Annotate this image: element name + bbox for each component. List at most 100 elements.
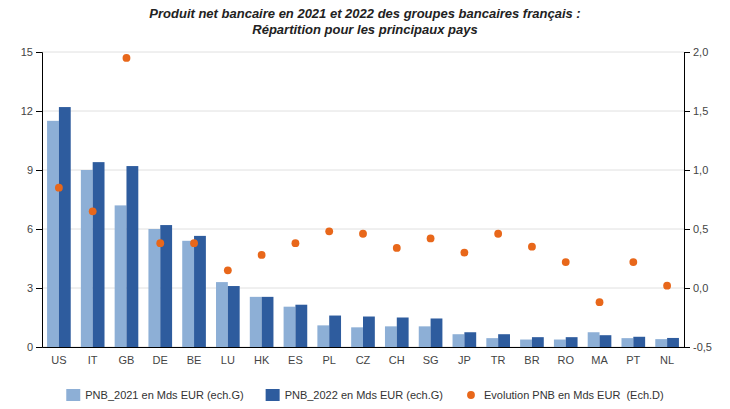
bar [329, 316, 341, 347]
bar [317, 325, 329, 347]
tick: 9 [27, 164, 42, 176]
bar [182, 241, 194, 347]
legend-item: Evolution PNB en Mds EUR (Ech.D) [467, 389, 664, 401]
point [156, 239, 164, 247]
point [629, 258, 637, 266]
bar [566, 337, 578, 347]
tick: -0,5 [684, 341, 712, 353]
y2-axis: -0,50,00,51,01,52,0 [684, 46, 712, 353]
tick-label: CZ [356, 354, 371, 366]
legend-label: Evolution PNB en Mds EUR (Ech.D) [484, 389, 664, 401]
y-axis: 0 3 6 9 12 15 [21, 46, 43, 353]
tick: 1,5 [684, 105, 708, 117]
grid [42, 52, 684, 347]
tick: CZ [356, 354, 371, 366]
marks [47, 54, 679, 347]
tick-mark [36, 347, 42, 348]
x-axis: USITGBDEBELUHKESPLCZCHSGJPTRBRROMAPTNL [43, 348, 685, 366]
bar [532, 337, 544, 347]
bar [216, 282, 228, 347]
bar [126, 166, 138, 347]
tick-label: MA [591, 354, 608, 366]
point [359, 230, 367, 238]
bar [81, 170, 93, 347]
bar [194, 236, 206, 347]
bar [148, 229, 160, 347]
axis-domain [43, 347, 685, 348]
tick: HK [254, 354, 270, 366]
title-line: Produit net bancaire en 2021 et 2022 des… [149, 6, 580, 21]
bar [464, 332, 476, 347]
bar [115, 205, 127, 347]
bar [453, 334, 465, 347]
bar [419, 326, 431, 347]
tick: SG [423, 354, 439, 366]
bar [385, 326, 397, 347]
tick: US [51, 354, 66, 366]
tick-label: BE [187, 354, 202, 366]
bar [351, 327, 363, 347]
tick: GB [119, 354, 135, 366]
tick-label: US [51, 354, 66, 366]
tick-label: LU [221, 354, 235, 366]
tick-mark [684, 170, 690, 171]
bar [486, 338, 498, 347]
tick-mark [684, 111, 690, 112]
bar [431, 318, 443, 347]
tick-mark [36, 229, 42, 230]
bar [600, 335, 612, 347]
axis-domain [36, 53, 43, 348]
tick-mark [684, 347, 690, 348]
tick: BE [187, 354, 202, 366]
legend-item: PNB_2021 en Mds EUR (ech.G) [66, 389, 243, 401]
point [325, 227, 333, 235]
tick-label: BR [524, 354, 539, 366]
point [55, 184, 63, 192]
tick-mark [684, 52, 690, 53]
tick: MA [591, 354, 608, 366]
tick-label: -0,5 [693, 341, 712, 353]
legend-swatch [467, 391, 475, 399]
tick-label: 12 [21, 105, 33, 117]
bar [498, 334, 510, 347]
tick-mark [684, 229, 690, 230]
tick-label: 1,0 [693, 164, 708, 176]
point [663, 282, 671, 290]
bar [363, 317, 375, 347]
tick: IT [88, 354, 98, 366]
legend-swatch [266, 389, 280, 401]
tick: 6 [27, 223, 42, 235]
tick: 0,5 [684, 223, 708, 235]
point [258, 251, 266, 259]
tick-label: CH [389, 354, 405, 366]
axis-domain [685, 53, 691, 348]
tick: LU [221, 354, 235, 366]
tick: 12 [21, 105, 42, 117]
point [190, 239, 198, 247]
legend-item: PNB_2022 en Mds EUR (ech.G) [266, 389, 443, 401]
bar [655, 339, 667, 347]
tick-label: ES [288, 354, 303, 366]
bar [520, 340, 532, 347]
point [494, 230, 502, 238]
tick: 15 [21, 46, 42, 58]
title: Produit net bancaire en 2021 et 2022 des… [149, 6, 580, 37]
bar [621, 338, 633, 347]
tick-label: 0,0 [693, 282, 708, 294]
point [393, 244, 401, 252]
title-line: Répartition pour les principaux pays [252, 22, 477, 37]
tick: 0 [27, 341, 42, 353]
tick-label: NL [660, 354, 674, 366]
tick: NL [660, 354, 674, 366]
tick-mark [36, 111, 42, 112]
bar [47, 121, 59, 347]
bar [554, 340, 566, 347]
tick-label: 3 [27, 282, 33, 294]
tick: PL [322, 354, 335, 366]
legend-swatch [66, 389, 80, 401]
bar [284, 307, 296, 347]
tick: 0,0 [684, 282, 708, 294]
legend-label: PNB_2021 en Mds EUR (ech.G) [85, 389, 243, 401]
tick-label: 0,5 [693, 223, 708, 235]
chart: Produit net bancaire en 2021 et 2022 des… [0, 0, 730, 409]
